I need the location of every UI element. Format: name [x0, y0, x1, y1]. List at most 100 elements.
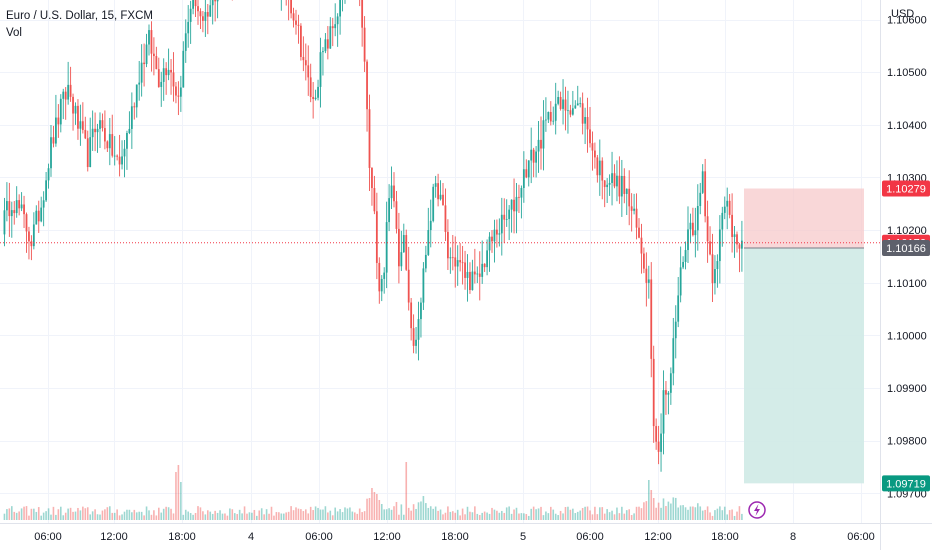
candle-body: [739, 244, 741, 248]
candle: [619, 156, 621, 203]
volume-bar: [572, 509, 574, 520]
candle-body: [293, 13, 295, 20]
candle: [290, 0, 292, 18]
candle-body: [498, 233, 500, 234]
candle-body: [535, 152, 537, 163]
volume-bar: [633, 513, 635, 520]
candle-body: [106, 141, 108, 148]
time-tick-label: 4: [248, 531, 254, 543]
volume-bar: [469, 512, 471, 520]
candle-body: [481, 264, 483, 277]
volume-bar: [26, 506, 28, 520]
volume-bar: [440, 510, 442, 520]
take-profit-zone[interactable]: [744, 248, 864, 483]
candle-body: [337, 16, 339, 24]
volume-label[interactable]: Vol: [6, 25, 153, 42]
candle: [403, 224, 405, 253]
candle: [677, 277, 679, 327]
candle: [459, 243, 461, 271]
candle: [359, 0, 361, 6]
stop-loss-zone[interactable]: [744, 189, 864, 248]
volume-bar: [148, 510, 150, 520]
candle: [712, 234, 714, 302]
volume-bar: [65, 513, 67, 520]
candle-body: [454, 257, 456, 266]
candle: [574, 100, 576, 109]
volume-bar: [675, 498, 677, 520]
candle: [192, 0, 194, 14]
candle: [680, 247, 682, 303]
volume-bar: [383, 509, 385, 520]
candle: [472, 260, 474, 291]
candle-body: [165, 68, 167, 75]
volume-bar: [562, 513, 564, 520]
volume-bar: [450, 512, 452, 520]
short-position-tool[interactable]: [744, 189, 864, 484]
volume-bar: [464, 514, 466, 520]
candle: [391, 166, 393, 209]
candle-body: [599, 161, 601, 176]
candle: [726, 188, 728, 230]
candle: [643, 248, 645, 274]
candle: [38, 201, 40, 233]
candle: [77, 99, 79, 140]
candle: [476, 266, 478, 283]
candle: [469, 262, 471, 294]
candle-body: [702, 171, 704, 192]
candle-body: [523, 169, 525, 188]
volume-bar: [729, 510, 731, 520]
volume-bar: [565, 507, 567, 520]
volume-bar: [494, 510, 496, 520]
volume-bar: [251, 513, 253, 520]
candle-body: [721, 213, 723, 230]
volume-bar: [388, 508, 390, 520]
volume-bar: [557, 515, 559, 520]
candle-body: [516, 197, 518, 211]
candle: [633, 194, 635, 215]
volume-bar: [579, 511, 581, 520]
volume-bar: [511, 514, 513, 520]
candle: [533, 148, 535, 177]
volume-bar: [244, 506, 246, 520]
candle-body: [180, 87, 182, 96]
candle: [420, 298, 422, 338]
candle: [104, 110, 106, 149]
lightning-icon[interactable]: [749, 502, 765, 518]
volume-bar: [241, 513, 243, 520]
volume-bar: [670, 504, 672, 520]
candle: [528, 160, 530, 186]
candle-body: [476, 274, 478, 275]
volume-bar: [611, 511, 613, 520]
price-axis[interactable]: 1.106001.105001.104001.103001.102001.101…: [887, 15, 927, 501]
price-tick-label: 1.10600: [887, 15, 927, 27]
candle: [305, 44, 307, 81]
volume-bar: [273, 516, 275, 520]
volume-bar: [508, 506, 510, 520]
volume-bar: [646, 501, 648, 520]
candle: [699, 183, 701, 214]
volume-bar: [376, 494, 378, 520]
volume-bar: [496, 511, 498, 520]
volume-bar: [712, 516, 714, 520]
candle-body: [53, 137, 55, 143]
volume-bar: [454, 513, 456, 520]
candle: [638, 218, 640, 238]
symbol-title[interactable]: Euro / U.S. Dollar, 15, FXCM: [6, 8, 153, 25]
candle-body: [158, 69, 160, 87]
candle-body: [182, 51, 184, 88]
candle-body: [43, 200, 45, 207]
candle: [126, 131, 128, 170]
candle-body: [111, 134, 113, 156]
candle-body: [489, 237, 491, 251]
candle-body: [611, 173, 613, 183]
candle-body: [168, 70, 170, 75]
candle: [731, 193, 733, 252]
volume-bar: [658, 503, 660, 520]
candle-body: [677, 295, 679, 321]
volume-bar: [435, 507, 437, 520]
volume-bar: [513, 509, 515, 520]
volume-bar: [477, 514, 479, 520]
